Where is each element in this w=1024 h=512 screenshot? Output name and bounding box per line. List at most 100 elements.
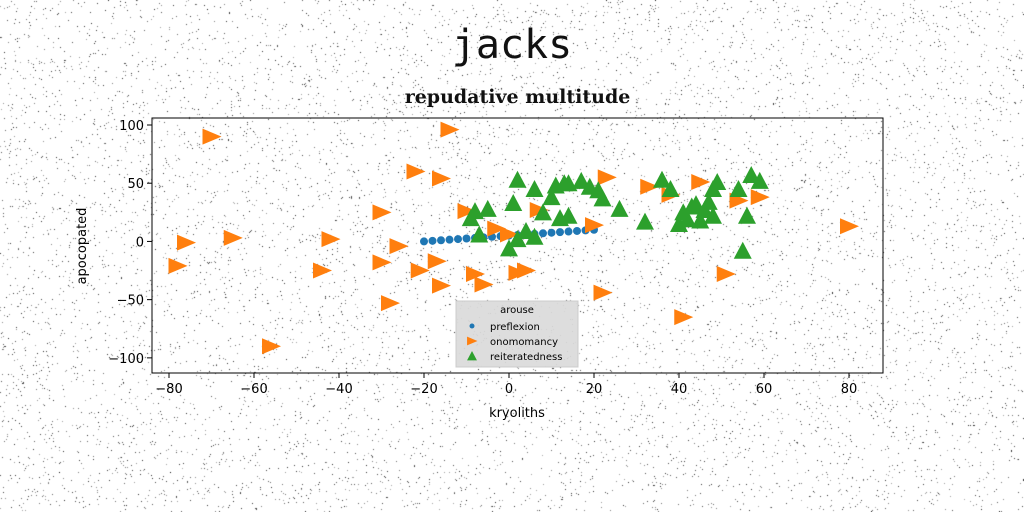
y-tick-label: −100 [108, 352, 144, 367]
point-onomomancy [406, 163, 426, 180]
point-reiteratedness [534, 203, 552, 221]
point-onomomancy [262, 338, 281, 355]
point-onomomancy [372, 204, 392, 221]
legend-title: arouse [500, 305, 534, 316]
point-reiteratedness [742, 166, 761, 184]
point-preflexion [454, 235, 462, 244]
data-points [168, 121, 859, 355]
point-preflexion [437, 236, 445, 245]
point-reiteratedness [653, 170, 671, 188]
axes-frame [151, 117, 884, 374]
point-onomomancy [381, 295, 400, 312]
point-preflexion [556, 228, 564, 237]
point-reiteratedness [525, 227, 544, 245]
point-reiteratedness [699, 192, 718, 210]
x-tick-label: −80 [155, 382, 182, 397]
point-reiteratedness [661, 180, 680, 198]
point-reiteratedness [572, 171, 591, 189]
y-tick-label: −50 [117, 294, 144, 309]
point-onomomancy [640, 178, 660, 195]
y-tick-label: 100 [119, 119, 144, 134]
plot-area [168, 121, 859, 355]
point-reiteratedness [733, 241, 752, 259]
point-onomomancy [389, 238, 409, 255]
point-reiteratedness [517, 221, 535, 239]
point-reiteratedness [461, 209, 480, 227]
point-reiteratedness [610, 199, 629, 217]
point-onomomancy [313, 262, 332, 279]
legend: arouse preflexion onomomancy reiteratedness [455, 300, 579, 368]
point-onomomancy [202, 128, 222, 145]
point-onomomancy [321, 231, 341, 248]
point-onomomancy [487, 220, 507, 237]
point-preflexion [445, 235, 454, 244]
point-preflexion [428, 236, 437, 245]
legend-box [455, 300, 579, 368]
point-reiteratedness [593, 189, 612, 207]
x-tick-label: −40 [325, 382, 352, 397]
point-reiteratedness [670, 214, 688, 232]
point-preflexion [564, 227, 573, 236]
point-onomomancy [691, 174, 711, 191]
legend-marker-preflexion [469, 323, 475, 329]
point-onomomancy [474, 276, 494, 293]
point-onomomancy [427, 253, 447, 270]
chart-title: repudative multitude [404, 86, 631, 108]
x-tick-label: −60 [240, 382, 267, 397]
point-onomomancy [597, 169, 617, 186]
point-onomomancy [466, 266, 485, 283]
x-tick-label: 40 [671, 382, 688, 397]
point-onomomancy [440, 121, 460, 138]
legend-label-onomomancy: onomomancy [490, 337, 558, 348]
point-onomomancy [593, 284, 613, 301]
point-reiteratedness [500, 239, 518, 257]
x-tick-label: 0 [505, 382, 513, 397]
point-reiteratedness [729, 180, 748, 198]
axis-ticks: −80 −60 −40 −20 0 20 40 60 80 −100 −50 0 50 100 [108, 119, 857, 397]
point-onomomancy [168, 257, 188, 274]
x-tick-label: 60 [756, 382, 773, 397]
point-onomomancy [716, 266, 736, 283]
x-axis-label: kryoliths [489, 406, 545, 421]
point-preflexion [539, 229, 547, 238]
point-reiteratedness [470, 225, 489, 243]
point-onomomancy [432, 277, 451, 294]
point-reiteratedness [478, 199, 497, 217]
point-reiteratedness [525, 180, 544, 198]
point-reiteratedness [542, 188, 561, 206]
point-reiteratedness [559, 174, 578, 192]
point-reiteratedness [691, 211, 710, 229]
y-axis-label: apocopated [75, 208, 90, 285]
point-reiteratedness [636, 212, 654, 230]
point-onomomancy [457, 203, 477, 220]
legend-label-reiteratedness: reiteratedness [490, 352, 562, 363]
point-onomomancy [840, 218, 859, 235]
point-reiteratedness [738, 206, 756, 224]
point-reiteratedness [504, 194, 523, 211]
x-tick-label: 20 [586, 382, 603, 397]
point-onomomancy [585, 217, 604, 234]
y-tick-label: 0 [136, 235, 144, 250]
point-onomomancy [432, 170, 451, 187]
point-preflexion [420, 237, 428, 246]
x-tick-label: −20 [410, 382, 437, 397]
point-reiteratedness [687, 195, 705, 213]
x-tick-label: 80 [841, 382, 858, 397]
point-preflexion [573, 226, 581, 235]
y-tick-label: 50 [127, 177, 144, 192]
legend-label-preflexion: preflexion [490, 322, 540, 333]
legend-marker-reiteratedness [467, 351, 477, 361]
point-reiteratedness [508, 170, 527, 188]
point-onomomancy [517, 262, 536, 279]
point-onomomancy [223, 229, 243, 246]
legend-marker-onomomancy [467, 336, 478, 346]
figure-title: jacks [451, 22, 573, 68]
point-onomomancy [177, 234, 196, 251]
point-reiteratedness [708, 173, 727, 191]
point-onomomancy [500, 226, 519, 243]
point-onomomancy [529, 201, 549, 218]
point-onomomancy [372, 254, 392, 271]
point-reiteratedness [704, 206, 722, 224]
point-onomomancy [674, 309, 694, 326]
